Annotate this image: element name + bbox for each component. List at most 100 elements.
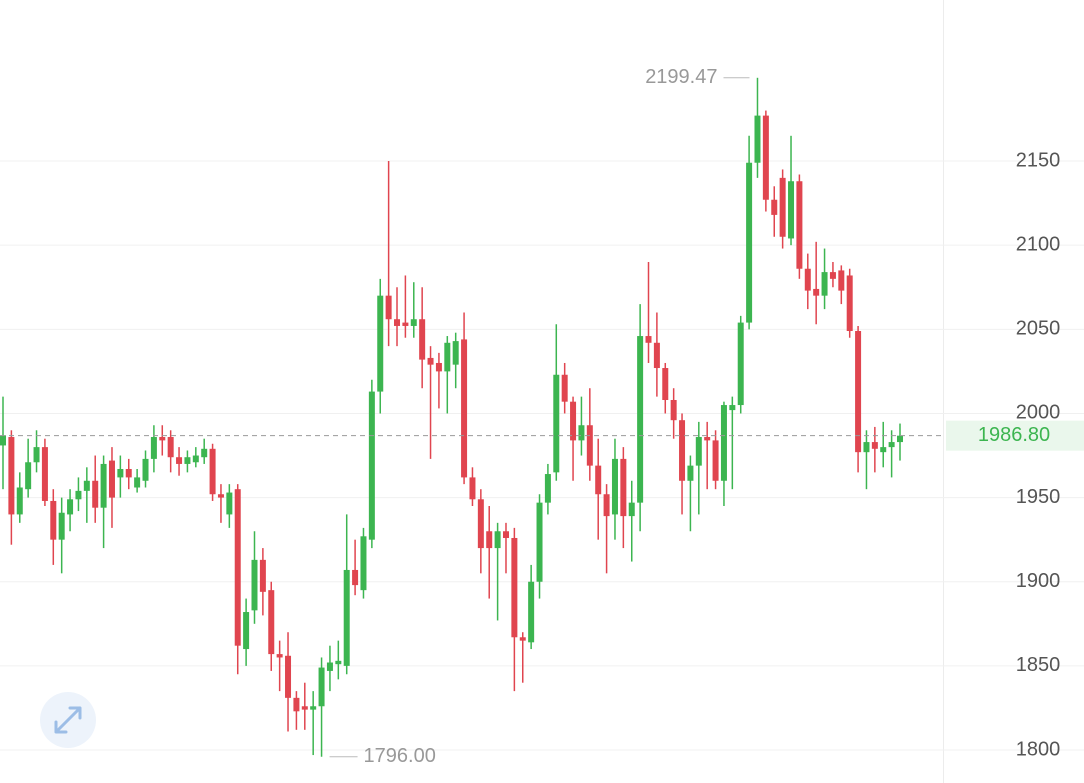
- candle-body: [519, 637, 526, 641]
- candle-body: [838, 270, 845, 291]
- candle-body: [502, 531, 509, 538]
- candle-body: [117, 468, 124, 478]
- candle-body: [285, 655, 292, 698]
- candle-body: [628, 502, 635, 517]
- candle-body: [855, 331, 862, 453]
- candle-body: [779, 177, 786, 237]
- candle-body: [293, 697, 300, 712]
- candle-body: [653, 342, 660, 369]
- candle-body: [511, 537, 518, 638]
- candle-body: [620, 458, 627, 517]
- candle-body: [553, 374, 560, 473]
- candle-body: [184, 457, 191, 464]
- candle-body: [427, 357, 434, 365]
- candle-body: [276, 654, 283, 658]
- candle-body: [25, 462, 32, 490]
- candle-body: [469, 477, 476, 500]
- candle-body: [435, 362, 442, 372]
- candle-body: [821, 272, 828, 296]
- candle-body: [326, 662, 333, 671]
- candle-body: [897, 435, 903, 443]
- candle-body: [150, 437, 157, 459]
- candle-body: [578, 425, 585, 441]
- candle-body: [58, 512, 65, 540]
- candle-body: [813, 288, 820, 296]
- y-tick-label: 1900: [1016, 570, 1061, 592]
- y-tick-label: 1950: [1016, 486, 1061, 508]
- candle-body: [762, 115, 769, 200]
- candle-body: [863, 442, 870, 453]
- candle-body: [536, 502, 543, 582]
- candle-body: [804, 268, 811, 291]
- candle-body: [100, 463, 107, 508]
- candle-body: [645, 336, 652, 343]
- candle-body: [209, 448, 216, 495]
- candle-body: [737, 322, 744, 406]
- candle-body: [92, 480, 99, 508]
- candles: [0, 77, 903, 757]
- candle-body: [695, 437, 702, 466]
- candle-body: [243, 612, 250, 650]
- candle-body: [134, 477, 141, 488]
- candle-body: [888, 442, 895, 448]
- candle-body: [720, 405, 727, 481]
- candle-body: [226, 492, 233, 515]
- candle-body: [259, 559, 266, 592]
- candle-body: [352, 569, 359, 586]
- candle-body: [611, 458, 618, 515]
- min-label: 1796.00: [364, 745, 436, 767]
- candle-body: [167, 437, 174, 458]
- max-label: 2199.47: [645, 66, 717, 88]
- candle-body: [8, 437, 15, 515]
- candle-body: [318, 667, 325, 707]
- candle-body: [125, 468, 132, 478]
- candle-body: [662, 368, 669, 400]
- candle-body: [486, 531, 493, 549]
- candle-body: [746, 162, 753, 323]
- candle-body: [880, 447, 887, 453]
- candle-body: [796, 181, 803, 269]
- candle-body: [637, 336, 644, 503]
- candle-body: [201, 448, 208, 458]
- candle-body: [75, 490, 82, 500]
- candle-body: [310, 706, 317, 710]
- candle-body: [192, 455, 199, 463]
- candle-body: [268, 590, 275, 655]
- candle-body: [301, 706, 308, 710]
- candle-body: [461, 339, 468, 478]
- candle-body: [494, 531, 501, 549]
- grid: [0, 160, 1084, 751]
- candle-body: [544, 474, 551, 503]
- candle-body: [0, 435, 6, 446]
- candle-body: [595, 465, 602, 495]
- candle-body: [385, 295, 392, 320]
- y-tick-label: 1800: [1016, 738, 1061, 760]
- candle-body: [83, 480, 90, 491]
- candle-body: [343, 569, 350, 666]
- candle-body: [234, 489, 241, 646]
- candle-body: [67, 499, 74, 515]
- y-tick-label: 2050: [1016, 318, 1061, 340]
- candle-body: [871, 442, 878, 449]
- candle-body: [368, 391, 375, 540]
- candle-body: [679, 420, 686, 481]
- candle-body: [754, 115, 761, 163]
- candle-body: [603, 494, 610, 517]
- candle-body: [586, 425, 593, 466]
- y-tick-label: 2150: [1016, 149, 1061, 171]
- candle-body: [704, 437, 711, 441]
- candle-body: [452, 341, 459, 365]
- candle-body: [561, 374, 568, 402]
- candle-body: [142, 458, 149, 481]
- candle-body: [50, 500, 57, 540]
- candle-body: [394, 319, 401, 326]
- candle-body: [33, 447, 40, 463]
- candle-body: [712, 440, 719, 481]
- expand-button[interactable]: [40, 692, 96, 748]
- last-price-badge: [946, 420, 1084, 451]
- candle-body: [410, 319, 417, 326]
- candle-body: [217, 494, 224, 498]
- candle-body: [108, 460, 115, 498]
- y-tick-label: 2100: [1016, 233, 1061, 255]
